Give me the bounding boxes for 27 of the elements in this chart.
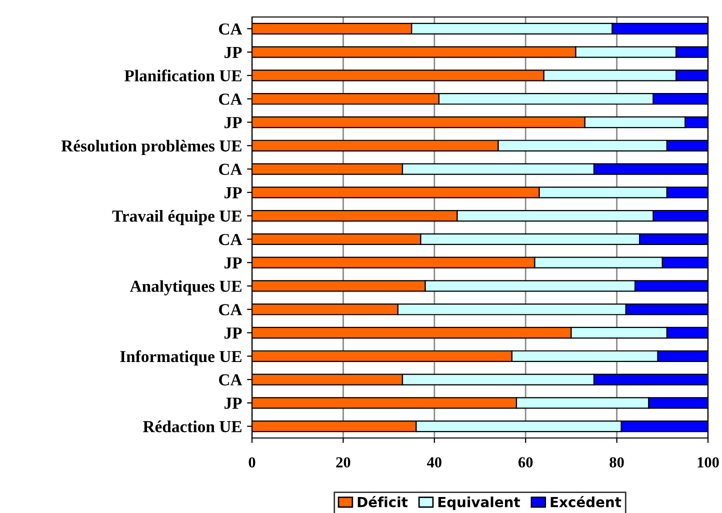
- legend-label: Equivalent: [438, 496, 520, 510]
- y-tick-label: JP: [224, 328, 242, 339]
- x-tick-label: 100: [698, 457, 719, 468]
- x-tick-label: 40: [426, 457, 442, 468]
- y-tick-label: CA: [219, 304, 242, 316]
- legend-label: Déficit: [358, 496, 408, 508]
- x-tick-label: 80: [610, 457, 624, 468]
- y-tick-label: JP: [224, 398, 242, 409]
- x-tick-label: 20: [336, 457, 350, 468]
- y-tick-label: CA: [219, 23, 242, 35]
- y-tick-label: CA: [219, 94, 242, 105]
- y-tick-label: Travail équipe UE: [112, 210, 242, 226]
- x-tick-label: 0: [248, 457, 256, 468]
- y-tick-label: Analytiques UE: [130, 280, 242, 296]
- y-tick-label: CA: [219, 234, 242, 246]
- y-tick-label: Informatique UE: [120, 350, 242, 366]
- y-tick-label: CA: [219, 374, 242, 386]
- x-tick-label: 60: [518, 457, 533, 468]
- y-tick-label: Résolution problèmes UE: [61, 140, 242, 155]
- y-tick-label: CA: [219, 164, 242, 175]
- y-tick-label: JP: [224, 187, 242, 198]
- legend-label: Excédent: [550, 496, 622, 508]
- y-tick-label: JP: [224, 257, 242, 269]
- y-tick-label: JP: [224, 46, 242, 58]
- y-tick-label: Rédaction UE: [143, 420, 242, 432]
- y-tick-label: Planification UE: [124, 70, 242, 82]
- y-tick-label: JP: [224, 117, 242, 128]
